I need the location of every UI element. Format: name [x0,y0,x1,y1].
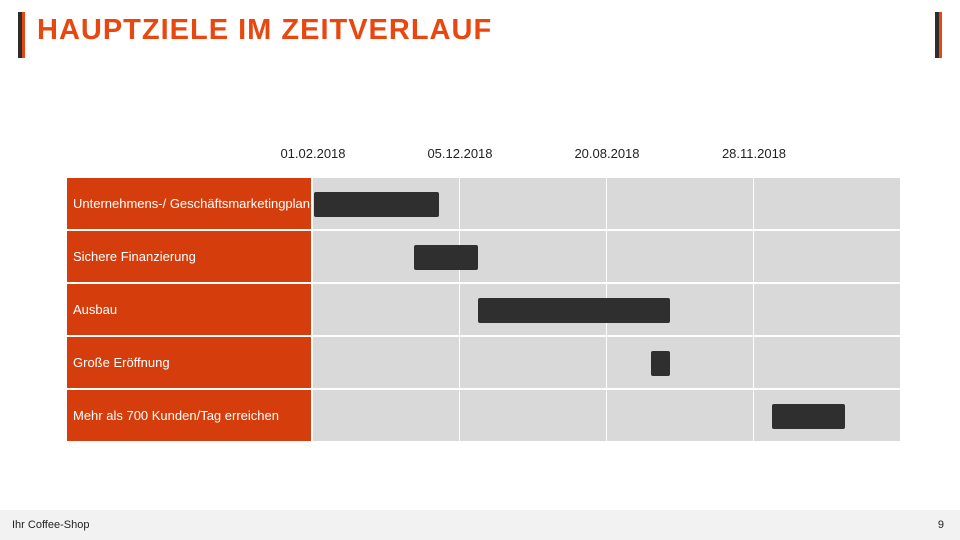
task-bar [651,351,671,376]
footer-company: Ihr Coffee-Shop [12,519,90,531]
timeline-cell [313,390,459,441]
task-label: Unternehmens-/ Geschäftsmarketingplan [67,178,311,229]
timeline-cell [754,178,900,229]
gantt-row: Ausbau [67,284,901,335]
timeline-cell [754,284,900,335]
task-bar [477,298,671,323]
footer: Ihr Coffee-Shop 9 [0,510,960,540]
timeline-cell [607,337,753,388]
date-label: 05.12.2018 [427,146,493,161]
timeline-cell [607,390,753,441]
gantt-row: Mehr als 700 Kunden/Tag erreichen [67,390,901,441]
date-label: 01.02.2018 [280,146,346,161]
page-number: 9 [937,519,944,531]
timeline-cell [754,337,900,388]
task-label: Ausbau [67,284,311,335]
left-accent-bar [18,12,25,58]
accent-bar-dark [935,12,939,58]
timeline-cell [460,178,606,229]
timeline-cell [607,231,753,282]
gantt-row: Unternehmens-/ Geschäftsmarketingplan [67,178,901,229]
task-label: Sichere Finanzierung [67,231,311,282]
timeline-cell [754,231,900,282]
timeline-cell [607,178,753,229]
date-label: 20.08.2018 [574,146,640,161]
date-label: 28.11.2018 [721,146,787,161]
task-bar [314,192,440,217]
timeline-cell [460,390,606,441]
task-bar [414,245,478,270]
accent-bar-light [939,12,942,58]
accent-bar-dark [18,12,22,58]
timeline-cell [460,337,606,388]
gantt-row: Große Eröffnung [67,337,901,388]
task-bar [771,404,846,429]
task-label: Mehr als 700 Kunden/Tag erreichen [67,390,311,441]
right-accent-bar [935,12,942,58]
timeline-cell [313,337,459,388]
accent-bar-light [22,12,25,58]
gantt-row: Sichere Finanzierung [67,231,901,282]
timeline-cell [460,231,606,282]
gantt-chart: 01.02.2018 05.12.2018 20.08.2018 28.11.2018… [67,140,901,441]
timeline-cell [313,284,459,335]
slide-title: HAUPTZIELE IM ZEITVERLAUF [37,14,493,46]
task-label: Große Eröffnung [67,337,311,388]
